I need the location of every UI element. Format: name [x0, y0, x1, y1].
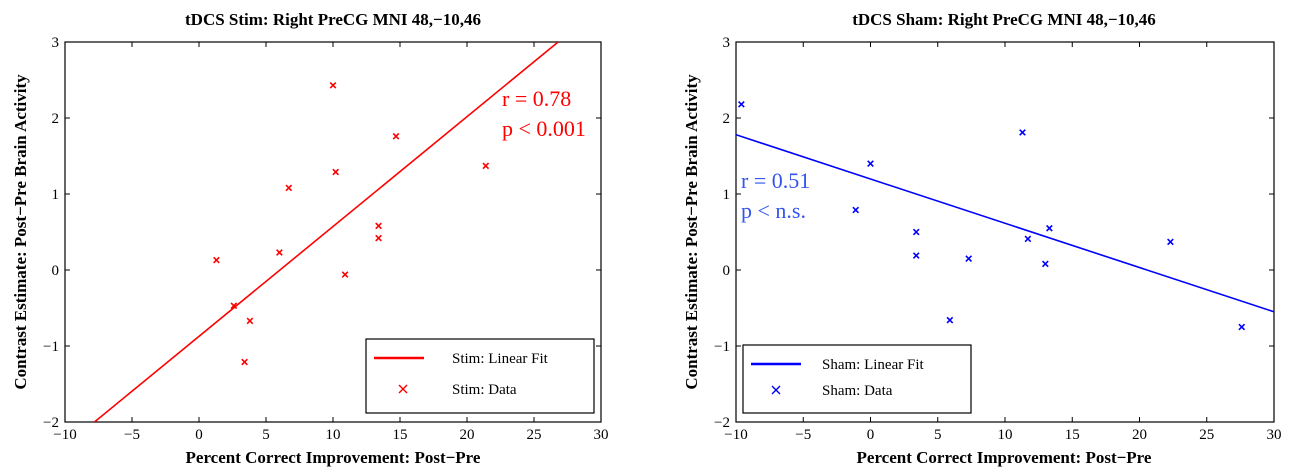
- stim-y-tick-label: 2: [52, 111, 60, 127]
- stim-data-point: [230, 302, 238, 310]
- stim-y-tick-label: 0: [52, 263, 60, 279]
- sham-legend-fit-label: Sham: Linear Fit: [822, 357, 924, 373]
- sham-panel: tDCS Sham: Right PreCG MNI 48,−10,46 −10…: [682, 10, 1282, 467]
- sham-data-point: [912, 252, 920, 259]
- stim-x-tick-label: 20: [460, 427, 475, 443]
- sham-legend-marker-swatch: [771, 385, 781, 395]
- stim-data-point: [332, 168, 340, 176]
- stim-data-point: [246, 317, 254, 325]
- sham-x-tick-label: 25: [1199, 427, 1214, 443]
- stim-x-tick-label: 10: [326, 427, 341, 443]
- stim-x-axis-label: Percent Correct Improvement: Post−Pre: [186, 448, 481, 467]
- stim-data-point: [482, 162, 490, 170]
- sham-data-point: [1041, 260, 1049, 268]
- sham-y-tick-label: −2: [714, 415, 730, 431]
- stim-y-tick-label: −2: [43, 415, 59, 431]
- sham-p-annotation: p < n.s.: [741, 198, 806, 223]
- sham-y-tick-label: −1: [714, 339, 730, 355]
- sham-x-tick-label: −5: [795, 427, 811, 443]
- stim-data-point: [241, 358, 248, 366]
- stim-legend: Stim: Linear Fit Stim: Data: [365, 338, 595, 414]
- sham-y-tick-label: 2: [723, 111, 731, 127]
- stim-data-point: [392, 132, 400, 140]
- sham-x-tick-label: 10: [998, 427, 1013, 443]
- stim-data-point: [375, 234, 382, 242]
- stim-data-point: [285, 184, 293, 192]
- sham-x-tick-label: 30: [1267, 427, 1282, 443]
- sham-marks: [736, 100, 1274, 331]
- stim-legend-data-label: Stim: Data: [452, 382, 517, 398]
- sham-x-tick-label: 20: [1132, 427, 1147, 443]
- stim-panel: tDCS Stim: Right PreCG MNI 48,−10,46 −10…: [11, 10, 609, 467]
- stim-y-tick-label: 3: [52, 35, 60, 51]
- sham-y-tick-label: 1: [723, 187, 731, 203]
- stim-chart-title: tDCS Stim: Right PreCG MNI 48,−10,46: [185, 10, 481, 29]
- sham-data-point: [912, 228, 920, 236]
- stim-x-tick-label: −5: [124, 427, 140, 443]
- stim-data-point: [213, 256, 220, 264]
- stim-data-point: [329, 81, 337, 89]
- stim-x-tick-label: 5: [262, 427, 270, 443]
- sham-data-point: [946, 316, 954, 324]
- sham-x-tick-label: 15: [1065, 427, 1080, 443]
- stim-data-point: [375, 222, 382, 230]
- stim-legend-fit-label: Stim: Linear Fit: [452, 351, 549, 367]
- stim-linear-fit-line: [93, 42, 559, 422]
- sham-data-point: [1024, 235, 1032, 243]
- stim-y-axis-label: Contrast Estimate: Post−Pre Brain Activi…: [11, 74, 30, 390]
- sham-data-point: [852, 206, 860, 214]
- sham-linear-fit-line: [736, 133, 1274, 313]
- stim-p-annotation: p < 0.001: [502, 116, 586, 141]
- stim-y-tick-label: 1: [52, 187, 60, 203]
- sham-data-point: [738, 100, 745, 108]
- sham-data-point: [867, 160, 874, 167]
- sham-x-tick-label: −10: [724, 427, 747, 443]
- sham-x-tick-label: 0: [867, 427, 875, 443]
- sham-legend-data-label: Sham: Data: [822, 383, 893, 399]
- stim-x-tick-label: 25: [527, 427, 542, 443]
- sham-r-annotation: r = 0.51: [741, 168, 810, 193]
- stim-x-tick-label: 30: [594, 427, 609, 443]
- sham-data-point: [1238, 323, 1246, 331]
- sham-x-tick-label: 5: [934, 427, 942, 443]
- sham-y-axis-label: Contrast Estimate: Post−Pre Brain Activi…: [682, 74, 701, 390]
- stim-data-point: [341, 271, 349, 278]
- stim-data-point: [276, 249, 283, 256]
- stim-marks: [93, 42, 559, 422]
- stim-x-tick-label: 0: [195, 427, 203, 443]
- stim-x-tick-label: −10: [53, 427, 76, 443]
- stim-x-tick-label: 15: [393, 427, 408, 443]
- sham-data-point: [965, 255, 973, 262]
- sham-x-axis-label: Percent Correct Improvement: Post−Pre: [857, 448, 1152, 467]
- sham-chart-title: tDCS Sham: Right PreCG MNI 48,−10,46: [852, 10, 1156, 29]
- sham-data-point: [1019, 129, 1026, 136]
- sham-y-tick-label: 0: [723, 263, 731, 279]
- sham-data-point: [1046, 224, 1053, 232]
- stim-legend-box: [365, 338, 595, 414]
- sham-legend-box: [742, 344, 972, 414]
- sham-y-tick-label: 3: [723, 35, 731, 51]
- sham-legend: Sham: Linear Fit Sham: Data: [742, 344, 972, 414]
- stim-legend-marker-swatch: [398, 384, 408, 394]
- sham-data-point: [1167, 238, 1174, 246]
- stim-y-tick-label: −1: [43, 339, 59, 355]
- stim-r-annotation: r = 0.78: [502, 86, 571, 111]
